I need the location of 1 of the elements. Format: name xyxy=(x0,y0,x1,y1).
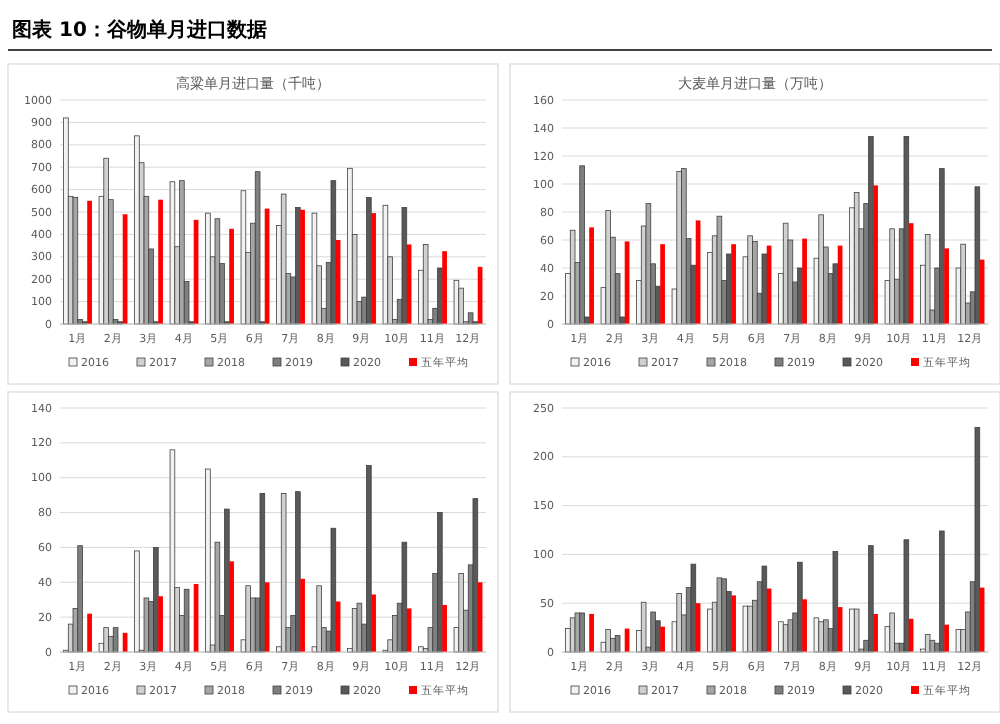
text: 图表 10：谷物单月进口数据 xyxy=(12,18,267,42)
